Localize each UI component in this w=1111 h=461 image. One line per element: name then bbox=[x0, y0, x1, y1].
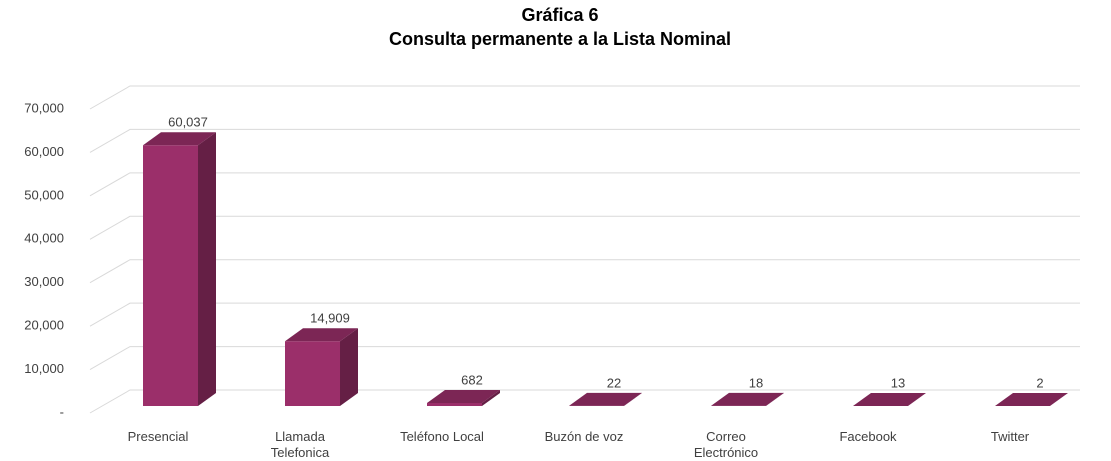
x-tick-label: Correo Electrónico bbox=[693, 429, 759, 460]
x-tick-label: Teléfono Local bbox=[400, 429, 484, 444]
grid-line bbox=[89, 259, 1080, 284]
grid-line bbox=[89, 302, 1080, 327]
grid-line bbox=[89, 346, 1080, 371]
x-tick-label: Llamada Telefonica bbox=[270, 429, 330, 460]
grid-line bbox=[89, 389, 1080, 414]
bar-front bbox=[427, 403, 482, 406]
x-tick-label: Facebook bbox=[839, 429, 897, 444]
value-label: 60,037 bbox=[168, 115, 208, 130]
bar-side bbox=[1050, 392, 1068, 406]
y-tick-label: 10,000 bbox=[24, 361, 64, 376]
grid-line bbox=[89, 128, 1080, 153]
value-label: 18 bbox=[749, 375, 763, 390]
y-tick-label: 20,000 bbox=[24, 318, 64, 333]
bar-side bbox=[908, 392, 926, 406]
bar-top bbox=[427, 390, 500, 404]
chart-title: Gráfica 6 bbox=[521, 5, 598, 25]
bar-side bbox=[482, 390, 500, 406]
x-tick-label: Buzón de voz bbox=[544, 429, 624, 444]
bar bbox=[711, 392, 784, 406]
y-tick-label: - bbox=[60, 404, 64, 419]
y-tick-label: 70,000 bbox=[24, 100, 64, 115]
bar-side bbox=[766, 392, 784, 406]
y-tick-label: 30,000 bbox=[24, 274, 64, 289]
bar-top bbox=[995, 392, 1068, 406]
y-tick-label: 40,000 bbox=[24, 231, 64, 246]
value-label: 682 bbox=[461, 372, 483, 387]
bar-side bbox=[340, 328, 358, 406]
value-label: 2 bbox=[1036, 375, 1043, 390]
bar-top bbox=[853, 392, 926, 406]
value-label: 13 bbox=[891, 375, 905, 390]
y-tick-label: 50,000 bbox=[24, 187, 64, 202]
bar-side bbox=[624, 392, 642, 406]
bar-front bbox=[285, 341, 340, 406]
x-tick-label: Presencial bbox=[127, 429, 189, 444]
bar bbox=[853, 392, 926, 406]
bar-top bbox=[143, 132, 216, 146]
bar-front bbox=[143, 145, 198, 406]
value-label: 14,909 bbox=[310, 311, 350, 326]
bar bbox=[285, 328, 358, 406]
bar bbox=[995, 392, 1068, 406]
bar-side bbox=[198, 132, 216, 406]
y-tick-label: 60,000 bbox=[24, 144, 64, 159]
chart-subtitle: Consulta permanente a la Lista Nominal bbox=[389, 29, 731, 49]
bar-top bbox=[711, 392, 784, 406]
bar-top bbox=[569, 392, 642, 406]
grid-line bbox=[89, 172, 1080, 197]
bar-top bbox=[285, 328, 358, 342]
x-tick-label: Twitter bbox=[990, 429, 1030, 444]
bar bbox=[569, 392, 642, 406]
grid-line bbox=[89, 215, 1080, 240]
bar bbox=[143, 132, 216, 406]
value-label: 22 bbox=[607, 375, 621, 390]
grid-line bbox=[89, 85, 1080, 110]
bar bbox=[427, 390, 500, 406]
